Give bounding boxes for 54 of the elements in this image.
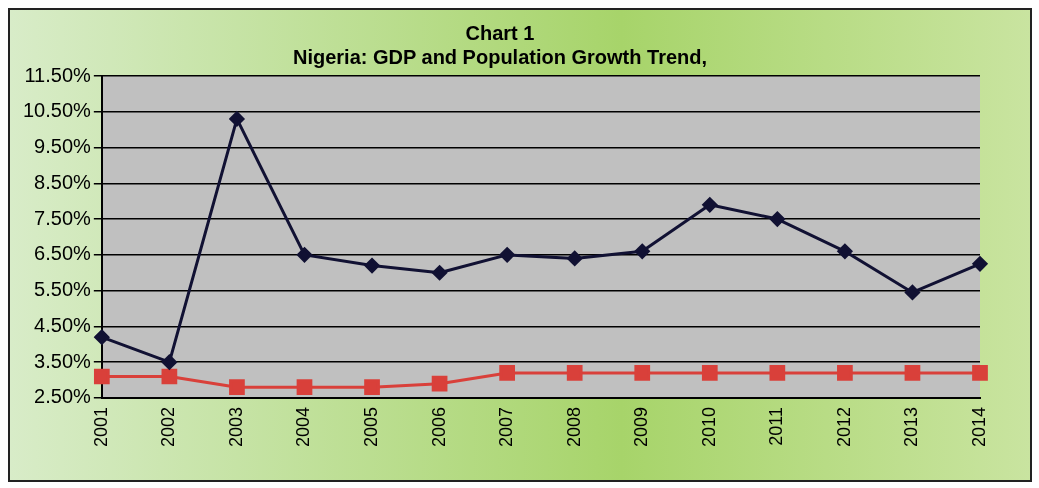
y-tick-label: 10.50% bbox=[22, 99, 92, 122]
point bbox=[904, 284, 920, 300]
point bbox=[499, 247, 515, 263]
point bbox=[837, 365, 853, 381]
x-tick-label: 2002 bbox=[158, 406, 179, 447]
point bbox=[769, 211, 785, 227]
point bbox=[769, 365, 786, 381]
point bbox=[566, 365, 583, 381]
x-tick-label: 2010 bbox=[698, 406, 719, 447]
x-tick-label: 2012 bbox=[833, 406, 854, 447]
point bbox=[634, 365, 651, 381]
point bbox=[296, 379, 313, 396]
point bbox=[972, 256, 988, 272]
x-tick-label: 2006 bbox=[428, 406, 449, 447]
x-tick-label: 2005 bbox=[361, 406, 382, 447]
chart-title: Chart 1 bbox=[465, 21, 535, 44]
point bbox=[904, 365, 921, 381]
point bbox=[431, 375, 448, 392]
x-tick-label: 2009 bbox=[631, 406, 652, 447]
point bbox=[364, 379, 380, 396]
point bbox=[702, 197, 718, 213]
x-tick-label: 2004 bbox=[293, 406, 314, 447]
y-tick-label: 5.50% bbox=[34, 278, 92, 301]
point bbox=[161, 368, 178, 385]
point bbox=[972, 365, 988, 381]
point bbox=[93, 368, 110, 385]
point bbox=[499, 365, 515, 381]
point bbox=[634, 243, 650, 259]
point bbox=[837, 243, 853, 259]
x-tick-label: 2001 bbox=[90, 406, 111, 447]
x-tick-label: 2013 bbox=[901, 406, 922, 447]
point bbox=[296, 247, 312, 263]
point bbox=[161, 354, 177, 370]
point bbox=[701, 365, 718, 381]
point bbox=[567, 250, 583, 266]
y-tick-label: 6.50% bbox=[34, 242, 92, 265]
x-tick-label: 2007 bbox=[496, 406, 517, 447]
point bbox=[364, 258, 380, 274]
point bbox=[94, 329, 110, 345]
y-tick-label: 9.50% bbox=[34, 135, 92, 158]
point bbox=[229, 111, 245, 127]
y-tick-label: 7.50% bbox=[34, 206, 92, 229]
x-tick-label: 2008 bbox=[563, 406, 584, 447]
x-tick-label: 2011 bbox=[766, 406, 787, 446]
x-tick-label: 2003 bbox=[225, 406, 246, 447]
point bbox=[432, 265, 448, 281]
y-tick-label: 11.50% bbox=[24, 63, 92, 86]
x-tick-label: 2014 bbox=[968, 406, 989, 447]
y-tick-label: 2.50% bbox=[34, 385, 92, 408]
point bbox=[229, 379, 245, 396]
chart-subtitle: Nigeria: GDP and Population Growth Trend, bbox=[292, 45, 708, 68]
y-tick-label: 4.50% bbox=[34, 313, 92, 336]
y-tick-label: 8.50% bbox=[34, 170, 92, 193]
y-tick-label: 3.50% bbox=[34, 349, 92, 372]
